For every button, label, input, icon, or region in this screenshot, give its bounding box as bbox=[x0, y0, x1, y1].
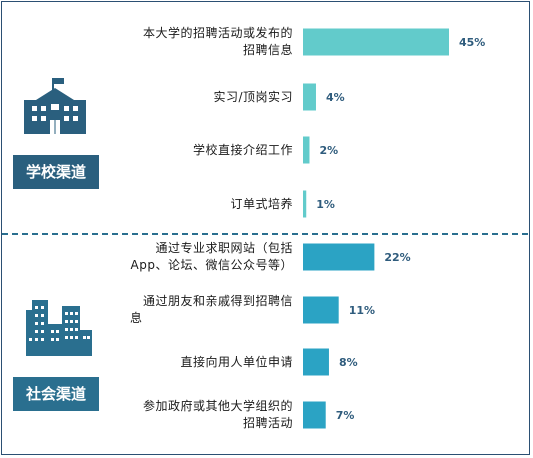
category-label-line: 直接向用人单位申请 bbox=[180, 354, 293, 369]
school-building-icon bbox=[24, 78, 86, 134]
category-label-1-2: 直接向用人单位申请 bbox=[108, 354, 293, 371]
category-label-line: 通过朋友和亲戚得到招聘信 bbox=[142, 294, 293, 308]
category-label-0-1: 实习/顶岗实习 bbox=[108, 89, 293, 106]
value-label-0-1: 4% bbox=[326, 91, 345, 104]
category-label-line: 息 bbox=[130, 311, 143, 325]
bar-1-3 bbox=[303, 401, 326, 429]
category-label-1-0: 通过专业求职网站（包括 App、论坛、微信公众号等） bbox=[108, 240, 293, 274]
value-label-1-3: 7% bbox=[336, 409, 355, 422]
category-label-1-1: 通过朋友和亲戚得到招聘信息 bbox=[108, 293, 293, 327]
group-divider bbox=[2, 233, 528, 235]
value-label-0-2: 2% bbox=[319, 144, 338, 157]
bar-1-1 bbox=[303, 296, 339, 324]
bar-0-0 bbox=[303, 28, 449, 56]
bar-0-3 bbox=[303, 190, 307, 218]
category-label-0-2: 学校直接介绍工作 bbox=[108, 142, 293, 159]
value-label-1-2: 8% bbox=[339, 356, 358, 369]
category-label-line: 学校直接介绍工作 bbox=[192, 142, 293, 157]
value-label-1-0: 22% bbox=[384, 251, 410, 264]
category-label-line: 招聘信息 bbox=[242, 43, 293, 57]
group-badge-social: 社会渠道 bbox=[13, 377, 99, 411]
category-label-0-0: 本大学的招聘活动或发布的招聘信息 bbox=[108, 25, 293, 59]
category-label-line: 通过专业求职网站（包括 bbox=[155, 241, 293, 255]
value-label-0-3: 1% bbox=[316, 198, 335, 211]
city-buildings-icon bbox=[26, 300, 92, 356]
category-label-0-3: 订单式培养 bbox=[108, 196, 293, 213]
bar-0-2 bbox=[303, 136, 310, 164]
bar-1-0 bbox=[303, 243, 375, 271]
category-label-line: 本大学的招聘活动或发布的 bbox=[142, 26, 293, 40]
group-badge-school: 学校渠道 bbox=[13, 155, 99, 189]
category-label-line: 实习/顶岗实习 bbox=[213, 89, 293, 104]
category-label-line: 招聘活动 bbox=[242, 416, 293, 430]
value-label-1-1: 11% bbox=[349, 304, 375, 317]
bar-0-1 bbox=[303, 83, 316, 111]
value-label-0-0: 45% bbox=[459, 36, 485, 49]
bar-1-2 bbox=[303, 348, 329, 376]
category-label-line: 参加政府或其他大学组织的 bbox=[142, 399, 293, 413]
category-label-line: 订单式培养 bbox=[230, 196, 293, 211]
category-label-1-3: 参加政府或其他大学组织的招聘活动 bbox=[108, 398, 293, 432]
category-label-line: App、论坛、微信公众号等） bbox=[130, 258, 293, 272]
